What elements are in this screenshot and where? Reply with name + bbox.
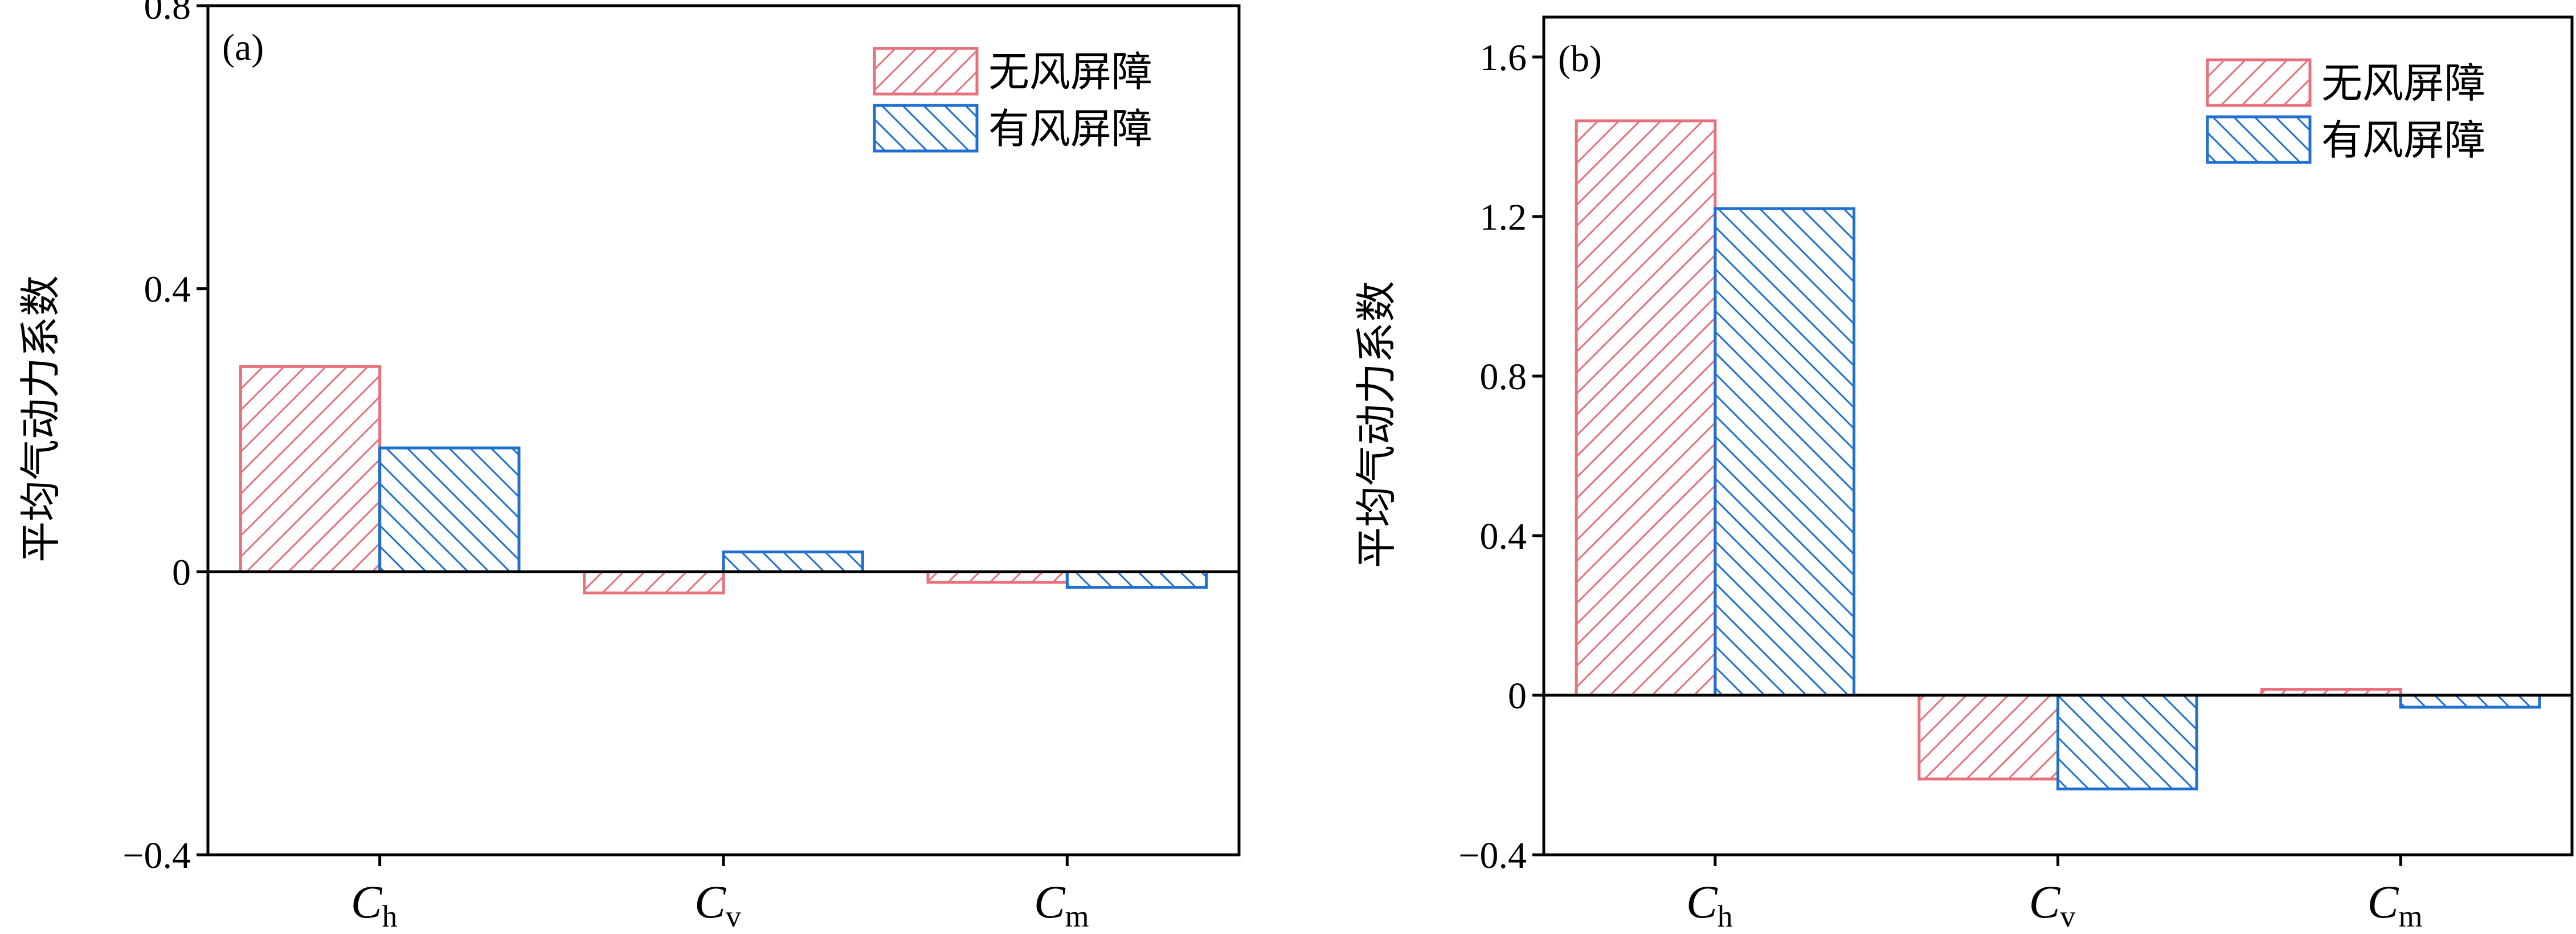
bar-b-with-barrier-v [2056,694,2198,790]
bar-a-with-barrier-v [722,550,864,573]
legend-swatch-b-no-barrier [2206,58,2312,107]
category-label-a-v: Cv [694,876,741,933]
ytick-label-b-4: 1.2 [1480,197,1527,238]
bar-a-no-barrier-h [239,365,382,573]
ytick-label-a-3: 0.8 [144,0,191,27]
ytick-label-a-1: 0 [172,552,191,593]
category-label-b-m: Cm [2368,876,2423,933]
bar-b-no-barrier-v [1917,694,2059,781]
legend-label-a-no-barrier: 无风屏障 [988,48,1152,96]
legend-swatch-a-with-barrier [873,104,979,153]
panel-b-chart: −0.4 0 0.4 0.8 1.2 1.6 Ch Cv Cm (b) 平均气动力系数 无风屏障有风屏… [1352,15,2574,933]
bar-a-with-barrier-m [1065,570,1208,589]
category-label-a-m: Cm [1034,876,1089,933]
legend-label-b-no-barrier: 无风屏障 [2321,59,2485,107]
bar-a-with-barrier-h [378,446,521,573]
ytick-label-b-2: 0.4 [1480,516,1527,557]
bar-b-with-barrier-h [1714,207,1856,697]
ytick-label-b-0: −0.4 [1458,835,1527,876]
bar-a-no-barrier-v [583,570,725,595]
ytick-label-b-3: 0.8 [1480,356,1527,398]
bar-b-no-barrier-h [1575,119,1717,697]
ytick-label-a-2: 0.4 [144,269,191,311]
ytick-label-b-5: 1.6 [1480,37,1527,79]
y-axis-label-a: 平均气动力系数 [17,275,64,562]
bar-a-no-barrier-m [926,570,1069,584]
ytick-label-b-1: 0 [1508,675,1527,717]
category-label-b-h: Ch [1686,876,1733,933]
legend-swatch-a-no-barrier [873,47,979,96]
legend-label-b-with-barrier: 有风屏障 [2321,116,2485,164]
category-label-a-h: Ch [351,876,398,933]
ytick-label-a-0: −0.4 [122,835,191,876]
panel-label-b: (b) [1558,38,1602,80]
panel-label-a: (a) [222,27,264,68]
bar-b-with-barrier-m [2399,694,2541,709]
legend-swatch-b-with-barrier [2206,115,2312,164]
y-axis-label-b: 平均气动力系数 [1352,281,1400,568]
legend-label-a-with-barrier: 有风屏障 [988,105,1152,153]
category-label-b-v: Cv [2029,876,2076,933]
